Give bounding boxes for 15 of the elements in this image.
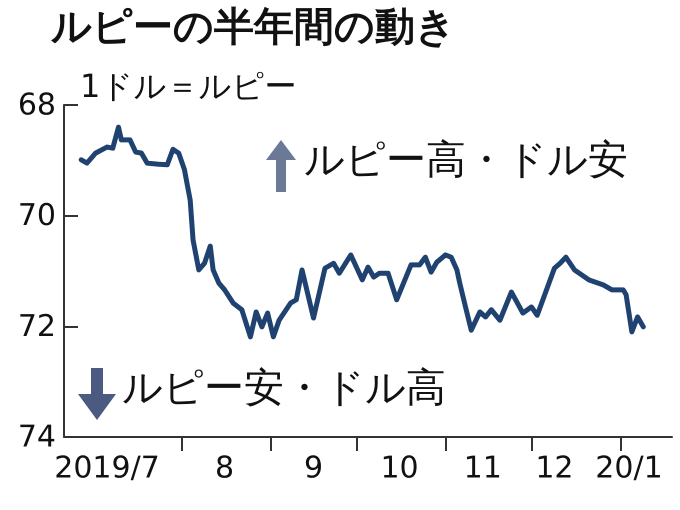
annotation: ルピー高・ドル安 [304, 137, 628, 183]
x-tick-label: 9 [304, 450, 324, 486]
x-tick-label: 2019/7 [54, 450, 160, 486]
y-tick-label: 68 [18, 88, 56, 122]
y-axis-title: 1ドル＝ルピー [80, 67, 296, 105]
x-tick-label: 20/1 [595, 450, 663, 486]
y-tick-label: 74 [18, 420, 56, 454]
x-tick-label: 12 [535, 450, 574, 486]
annotation: ルピー安・ドル高 [122, 365, 446, 411]
x-tick-label: 11 [464, 450, 502, 486]
x-tick-label: 10 [380, 450, 419, 486]
x-tick-label: 8 [215, 450, 234, 486]
y-tick-label: 72 [18, 308, 56, 344]
chart-title: ルピーの半年間の動き [51, 4, 456, 50]
y-tick-label: 70 [18, 198, 56, 234]
